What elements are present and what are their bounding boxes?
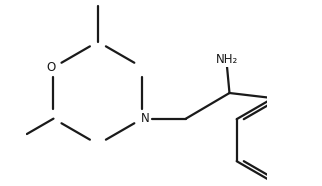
Text: N: N bbox=[140, 112, 149, 125]
Text: O: O bbox=[46, 61, 56, 74]
Text: NH₂: NH₂ bbox=[216, 53, 238, 66]
